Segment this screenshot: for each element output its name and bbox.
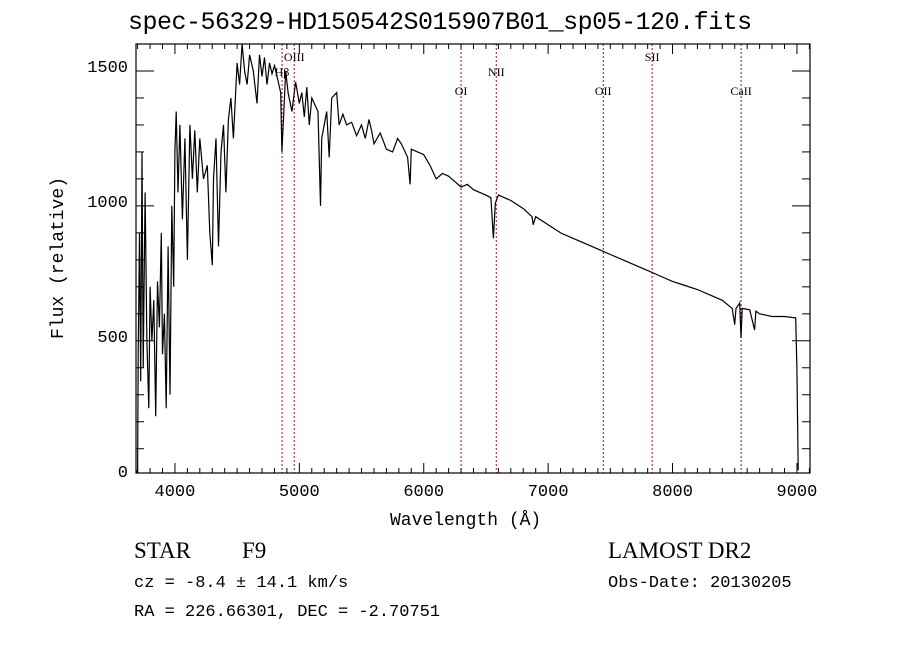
x-tick-label: 6000 — [403, 483, 445, 502]
survey-label: LAMOST DR2 — [608, 538, 752, 563]
y-tick-label: 500 — [97, 328, 128, 348]
axis-ticks — [136, 43, 810, 473]
spectral-line-label: CaII — [730, 84, 752, 98]
coordinates-text: RA = 226.66301, DEC = -2.70751 — [134, 603, 441, 622]
x-tick-label: 9000 — [776, 483, 818, 502]
spectral-line-label: OIII — [283, 50, 305, 64]
spectral-line-label: NII — [487, 65, 505, 79]
x-tick-label: 7000 — [527, 483, 569, 502]
object-class: STAR — [134, 538, 191, 563]
spectral-line-label: OII — [594, 84, 612, 98]
spectral-line-label: OI — [454, 84, 468, 98]
y-tick-label: 0 — [117, 463, 128, 483]
x-tick-label: 4000 — [154, 483, 196, 502]
y-tick-label: 1000 — [87, 193, 128, 213]
redshift-text: cz = -8.4 ± 14.1 km/s — [134, 574, 349, 593]
spectral-line-label: SII — [644, 50, 660, 64]
spectrum-line — [135, 43, 799, 474]
spectral-line-label: Hβ — [274, 65, 290, 79]
x-axis-label: Wavelength (Å) — [390, 511, 542, 531]
spectral-line-markers — [281, 44, 742, 473]
object-subclass: F9 — [242, 538, 267, 563]
chart-title: spec-56329-HD150542S015907B01_sp05-120.f… — [128, 8, 752, 37]
x-tick-label: 5000 — [278, 483, 320, 502]
y-tick-label: 1500 — [87, 58, 128, 78]
y-axis-label: Flux (relative) — [49, 176, 69, 340]
obs-date: Obs-Date: 20130205 — [608, 574, 792, 593]
x-tick-label: 8000 — [652, 483, 693, 502]
plot-frame — [135, 43, 811, 474]
